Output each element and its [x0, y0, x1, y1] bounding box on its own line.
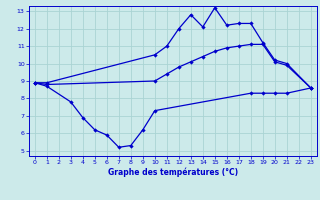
X-axis label: Graphe des températures (°C): Graphe des températures (°C) — [108, 168, 238, 177]
